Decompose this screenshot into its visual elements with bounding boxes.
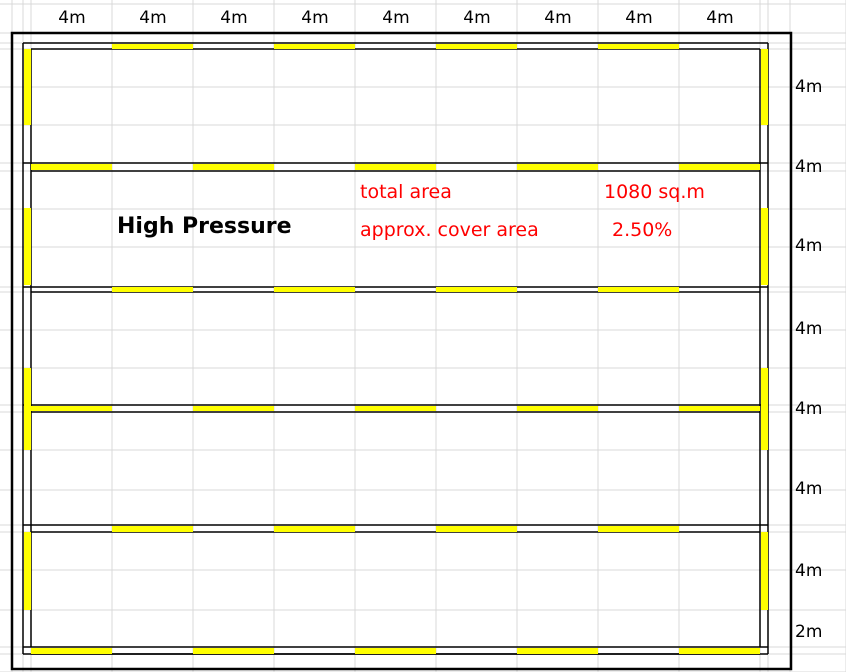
top-dimension-label: 4m — [220, 8, 248, 28]
yellow-marker — [274, 526, 355, 532]
yellow-marker — [274, 287, 355, 292]
zone-title: High Pressure — [117, 214, 292, 239]
yellow-marker — [31, 648, 112, 654]
total-area-value: 1080 sq.m — [604, 181, 705, 203]
yellow-marker — [274, 44, 355, 49]
yellow-marker — [112, 526, 193, 532]
outer-border — [10, 31, 793, 671]
total-area-label: total area — [360, 181, 452, 203]
yellow-marker — [31, 406, 112, 411]
yellow-marker — [761, 49, 768, 125]
yellow-marker — [761, 532, 768, 610]
yellow-marker — [355, 164, 436, 170]
right-dimension-label: 4m — [795, 561, 823, 581]
yellow-marker — [436, 526, 517, 532]
yellow-marker — [598, 44, 679, 49]
top-dimension-label: 4m — [139, 8, 167, 28]
top-dimension-label: 4m — [544, 8, 572, 28]
right-dimension-label: 4m — [795, 77, 823, 97]
cover-area-label: approx. cover area — [360, 219, 539, 241]
yellow-marker — [517, 648, 598, 654]
top-dimension-label: 4m — [58, 8, 86, 28]
yellow-marker — [355, 406, 436, 411]
right-dimension-label: 4m — [795, 319, 823, 339]
yellow-marker — [355, 648, 436, 654]
right-dimension-label: 4m — [795, 236, 823, 256]
yellow-marker — [112, 44, 193, 49]
yellow-marker — [761, 368, 768, 450]
top-dimension-label: 4m — [301, 8, 329, 28]
yellow-marker — [193, 406, 274, 411]
right-dimension-label: 4m — [795, 399, 823, 419]
right-dimension-label: 4m — [795, 157, 823, 177]
yellow-marker — [679, 648, 760, 654]
right-dimension-label: 4m — [795, 479, 823, 499]
right-dimension-label: 2m — [795, 622, 823, 642]
yellow-marker — [436, 287, 517, 292]
yellow-marker — [24, 208, 31, 285]
yellow-marker — [31, 164, 112, 170]
yellow-marker — [193, 164, 274, 170]
top-dimension-label: 4m — [625, 8, 653, 28]
yellow-marker — [679, 164, 760, 170]
yellow-marker — [598, 287, 679, 292]
yellow-marker — [24, 368, 31, 450]
yellow-marker — [679, 406, 760, 411]
top-dimension-label: 4m — [463, 8, 491, 28]
yellow-marker — [436, 44, 517, 49]
yellow-marker — [24, 49, 31, 125]
yellow-marker — [517, 164, 598, 170]
top-dimension-label: 4m — [382, 8, 410, 28]
yellow-marker — [517, 406, 598, 411]
yellow-marker — [193, 648, 274, 654]
yellow-marker — [112, 287, 193, 292]
top-dimension-label: 4m — [706, 8, 734, 28]
yellow-marker — [598, 526, 679, 532]
yellow-marker — [24, 532, 31, 610]
cover-area-value: 2.50% — [612, 219, 673, 241]
yellow-marker — [761, 208, 768, 285]
